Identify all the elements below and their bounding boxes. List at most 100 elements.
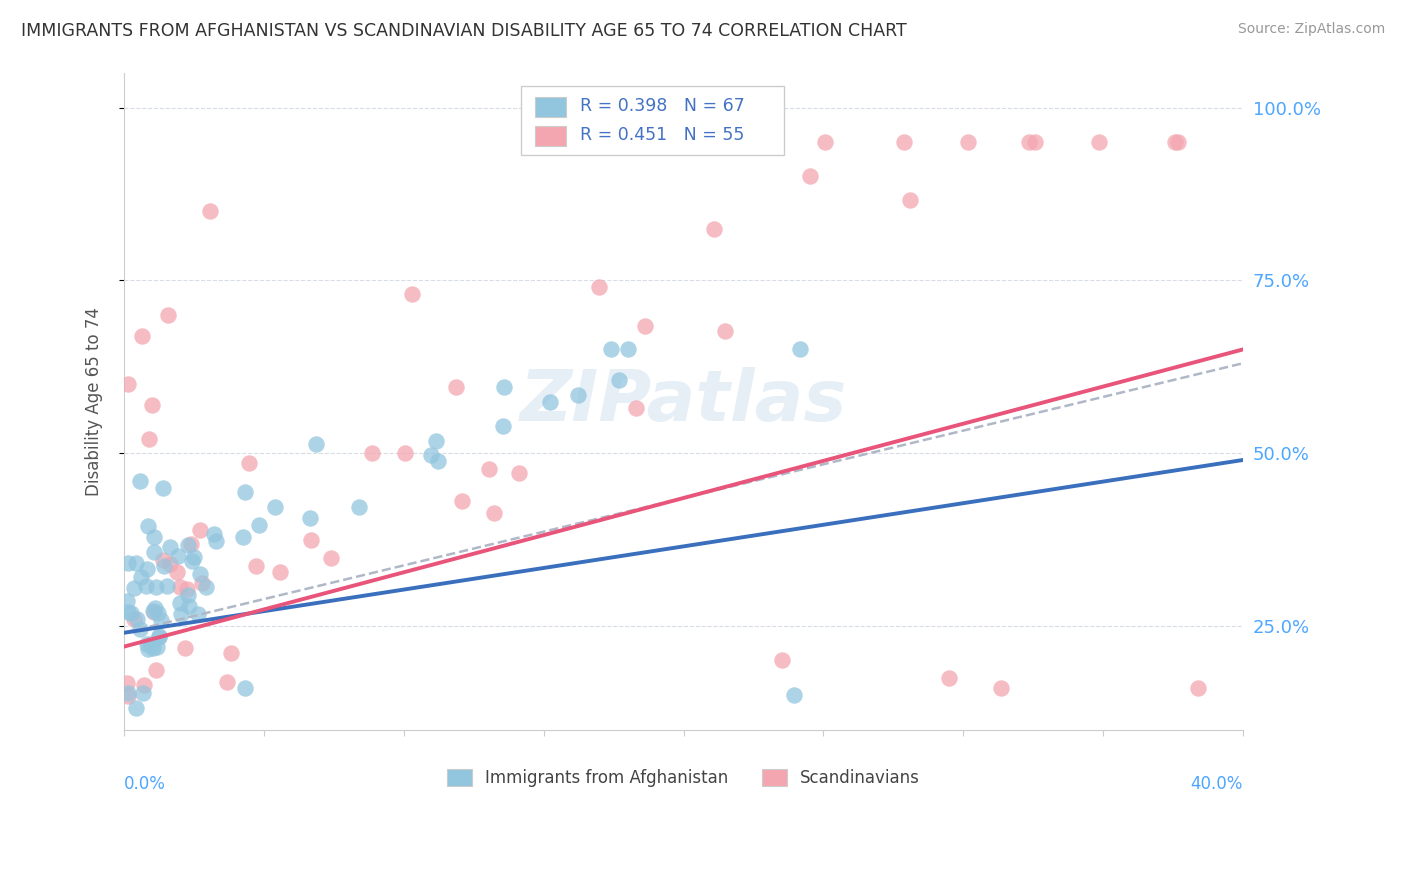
Point (238, 456, 260, 470)
Point (117, 690, 139, 704)
Point (117, 685, 139, 699)
Point (177, 537, 200, 551)
Point (136, 637, 159, 651)
Point (136, 519, 159, 533)
Point (217, 675, 239, 690)
Point (176, 582, 198, 597)
Point (269, 565, 291, 579)
Point (145, 663, 167, 677)
Point (148, 630, 170, 644)
Point (508, 466, 530, 480)
Point (148, 629, 170, 643)
Point (128, 474, 150, 488)
Point (427, 454, 450, 468)
Point (134, 678, 156, 692)
Point (425, 434, 447, 449)
Point (617, 343, 640, 357)
Point (187, 607, 209, 621)
Point (233, 484, 256, 499)
Point (152, 553, 174, 567)
Point (233, 681, 256, 695)
Point (195, 580, 218, 594)
Point (1087, 135, 1109, 149)
Point (938, 671, 960, 685)
Point (232, 530, 254, 544)
Point (143, 544, 166, 558)
Point (115, 676, 138, 690)
Point (264, 500, 287, 514)
Point (177, 599, 200, 613)
Text: R = 0.398   N = 67: R = 0.398 N = 67 (579, 97, 744, 115)
Point (191, 575, 214, 590)
Text: IMMIGRANTS FROM AFGHANISTAN VS SCANDINAVIAN DISABILITY AGE 65 TO 74 CORRELATION : IMMIGRANTS FROM AFGHANISTAN VS SCANDINAV… (21, 22, 907, 40)
Point (169, 580, 191, 594)
Point (129, 622, 152, 636)
Point (170, 607, 193, 621)
Point (181, 553, 204, 567)
Point (188, 567, 211, 582)
Point (142, 604, 165, 618)
Point (703, 222, 725, 236)
Point (132, 686, 155, 700)
Point (136, 642, 159, 657)
Point (1167, 135, 1189, 149)
Point (146, 640, 169, 654)
Point (117, 605, 139, 619)
Point (177, 588, 200, 602)
Point (143, 605, 166, 619)
Point (142, 641, 165, 656)
Point (125, 701, 148, 715)
Point (120, 606, 142, 620)
Point (183, 549, 205, 564)
Point (770, 653, 793, 667)
Point (799, 169, 821, 183)
Point (298, 511, 321, 525)
Point (131, 328, 153, 343)
Point (143, 530, 166, 544)
Text: ZIPatlas: ZIPatlas (520, 367, 848, 435)
Point (634, 319, 657, 334)
Point (599, 343, 621, 357)
Point (444, 380, 467, 394)
Point (1018, 135, 1040, 149)
Point (143, 601, 166, 615)
Point (782, 688, 804, 702)
Point (893, 135, 915, 149)
Point (138, 432, 160, 446)
Point (202, 527, 225, 541)
Point (494, 380, 516, 394)
Point (492, 419, 515, 434)
Point (159, 557, 181, 571)
FancyBboxPatch shape (534, 97, 567, 117)
Point (349, 500, 371, 515)
Point (245, 559, 267, 574)
Point (124, 611, 146, 625)
Text: 40.0%: 40.0% (1191, 775, 1243, 794)
Point (898, 193, 921, 207)
Point (124, 557, 146, 571)
Text: R = 0.451   N = 55: R = 0.451 N = 55 (579, 127, 744, 145)
Point (319, 550, 342, 565)
Point (166, 565, 188, 579)
Point (117, 556, 139, 570)
Point (219, 646, 242, 660)
Point (129, 570, 152, 584)
Point (146, 606, 169, 620)
Point (159, 541, 181, 555)
Point (401, 287, 423, 301)
Point (117, 376, 139, 391)
Y-axis label: Disability Age 65 to 74: Disability Age 65 to 74 (86, 307, 103, 496)
Point (624, 401, 647, 415)
Point (1187, 681, 1209, 695)
Point (247, 518, 270, 533)
Point (115, 594, 138, 608)
Point (157, 308, 180, 322)
Point (478, 462, 501, 476)
Text: Source: ZipAtlas.com: Source: ZipAtlas.com (1237, 22, 1385, 37)
Legend: Immigrants from Afghanistan, Scandinavians: Immigrants from Afghanistan, Scandinavia… (440, 762, 927, 793)
Point (299, 533, 322, 547)
Point (156, 579, 179, 593)
Point (198, 204, 221, 219)
Point (127, 612, 149, 626)
Point (394, 446, 416, 460)
